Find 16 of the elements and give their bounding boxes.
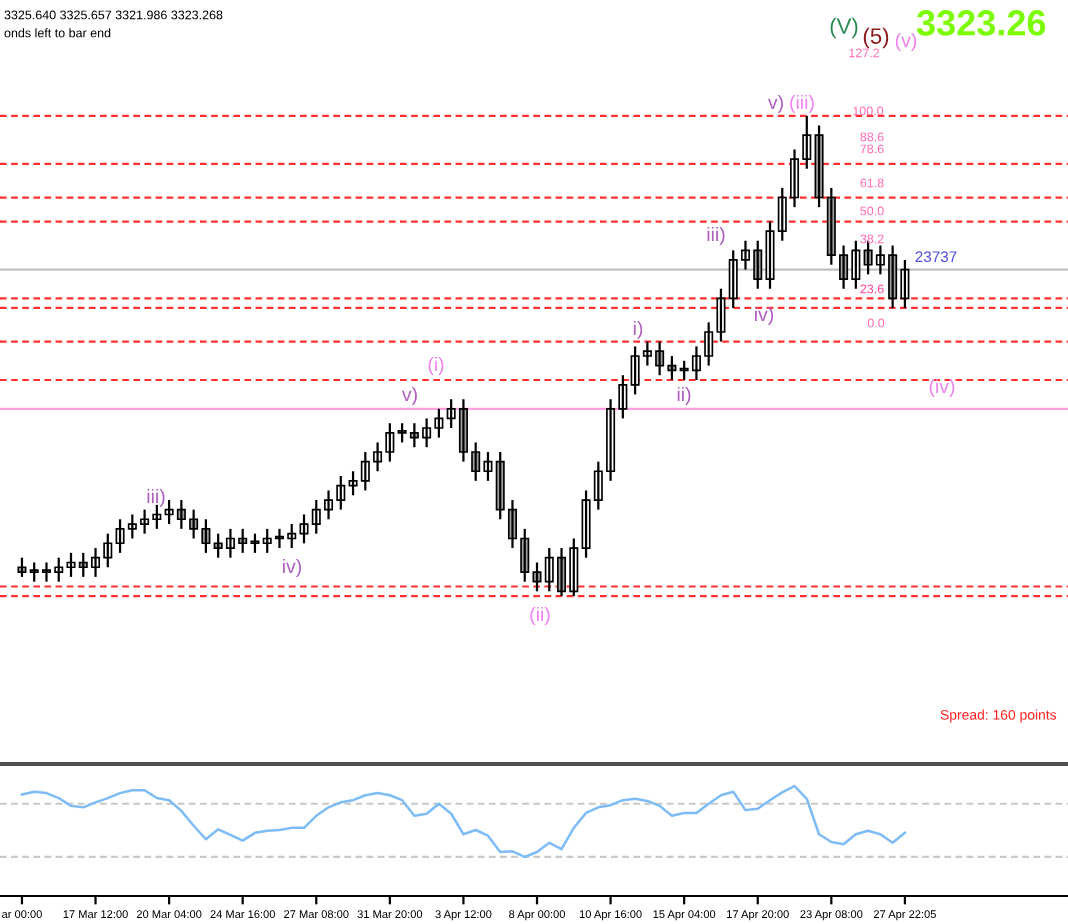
annotation: ii) — [677, 386, 691, 406]
text: (v) — [895, 32, 917, 52]
annotation: v) — [401, 386, 417, 406]
annotation: iv) — [283, 558, 302, 578]
text: (iv) — [929, 378, 955, 398]
text: (iii) — [790, 94, 814, 114]
text: 3323.26 — [916, 10, 1046, 36]
text: (5) — [863, 27, 889, 49]
annotation: iii) — [707, 226, 725, 246]
annotation: iv) — [755, 306, 774, 326]
annotation: iii) — [147, 488, 165, 508]
text: (ii) — [530, 606, 550, 626]
text: (V) — [830, 17, 858, 39]
text: v) — [767, 94, 783, 114]
annotation: (i) — [428, 356, 444, 376]
annotation: i) — [633, 320, 643, 340]
